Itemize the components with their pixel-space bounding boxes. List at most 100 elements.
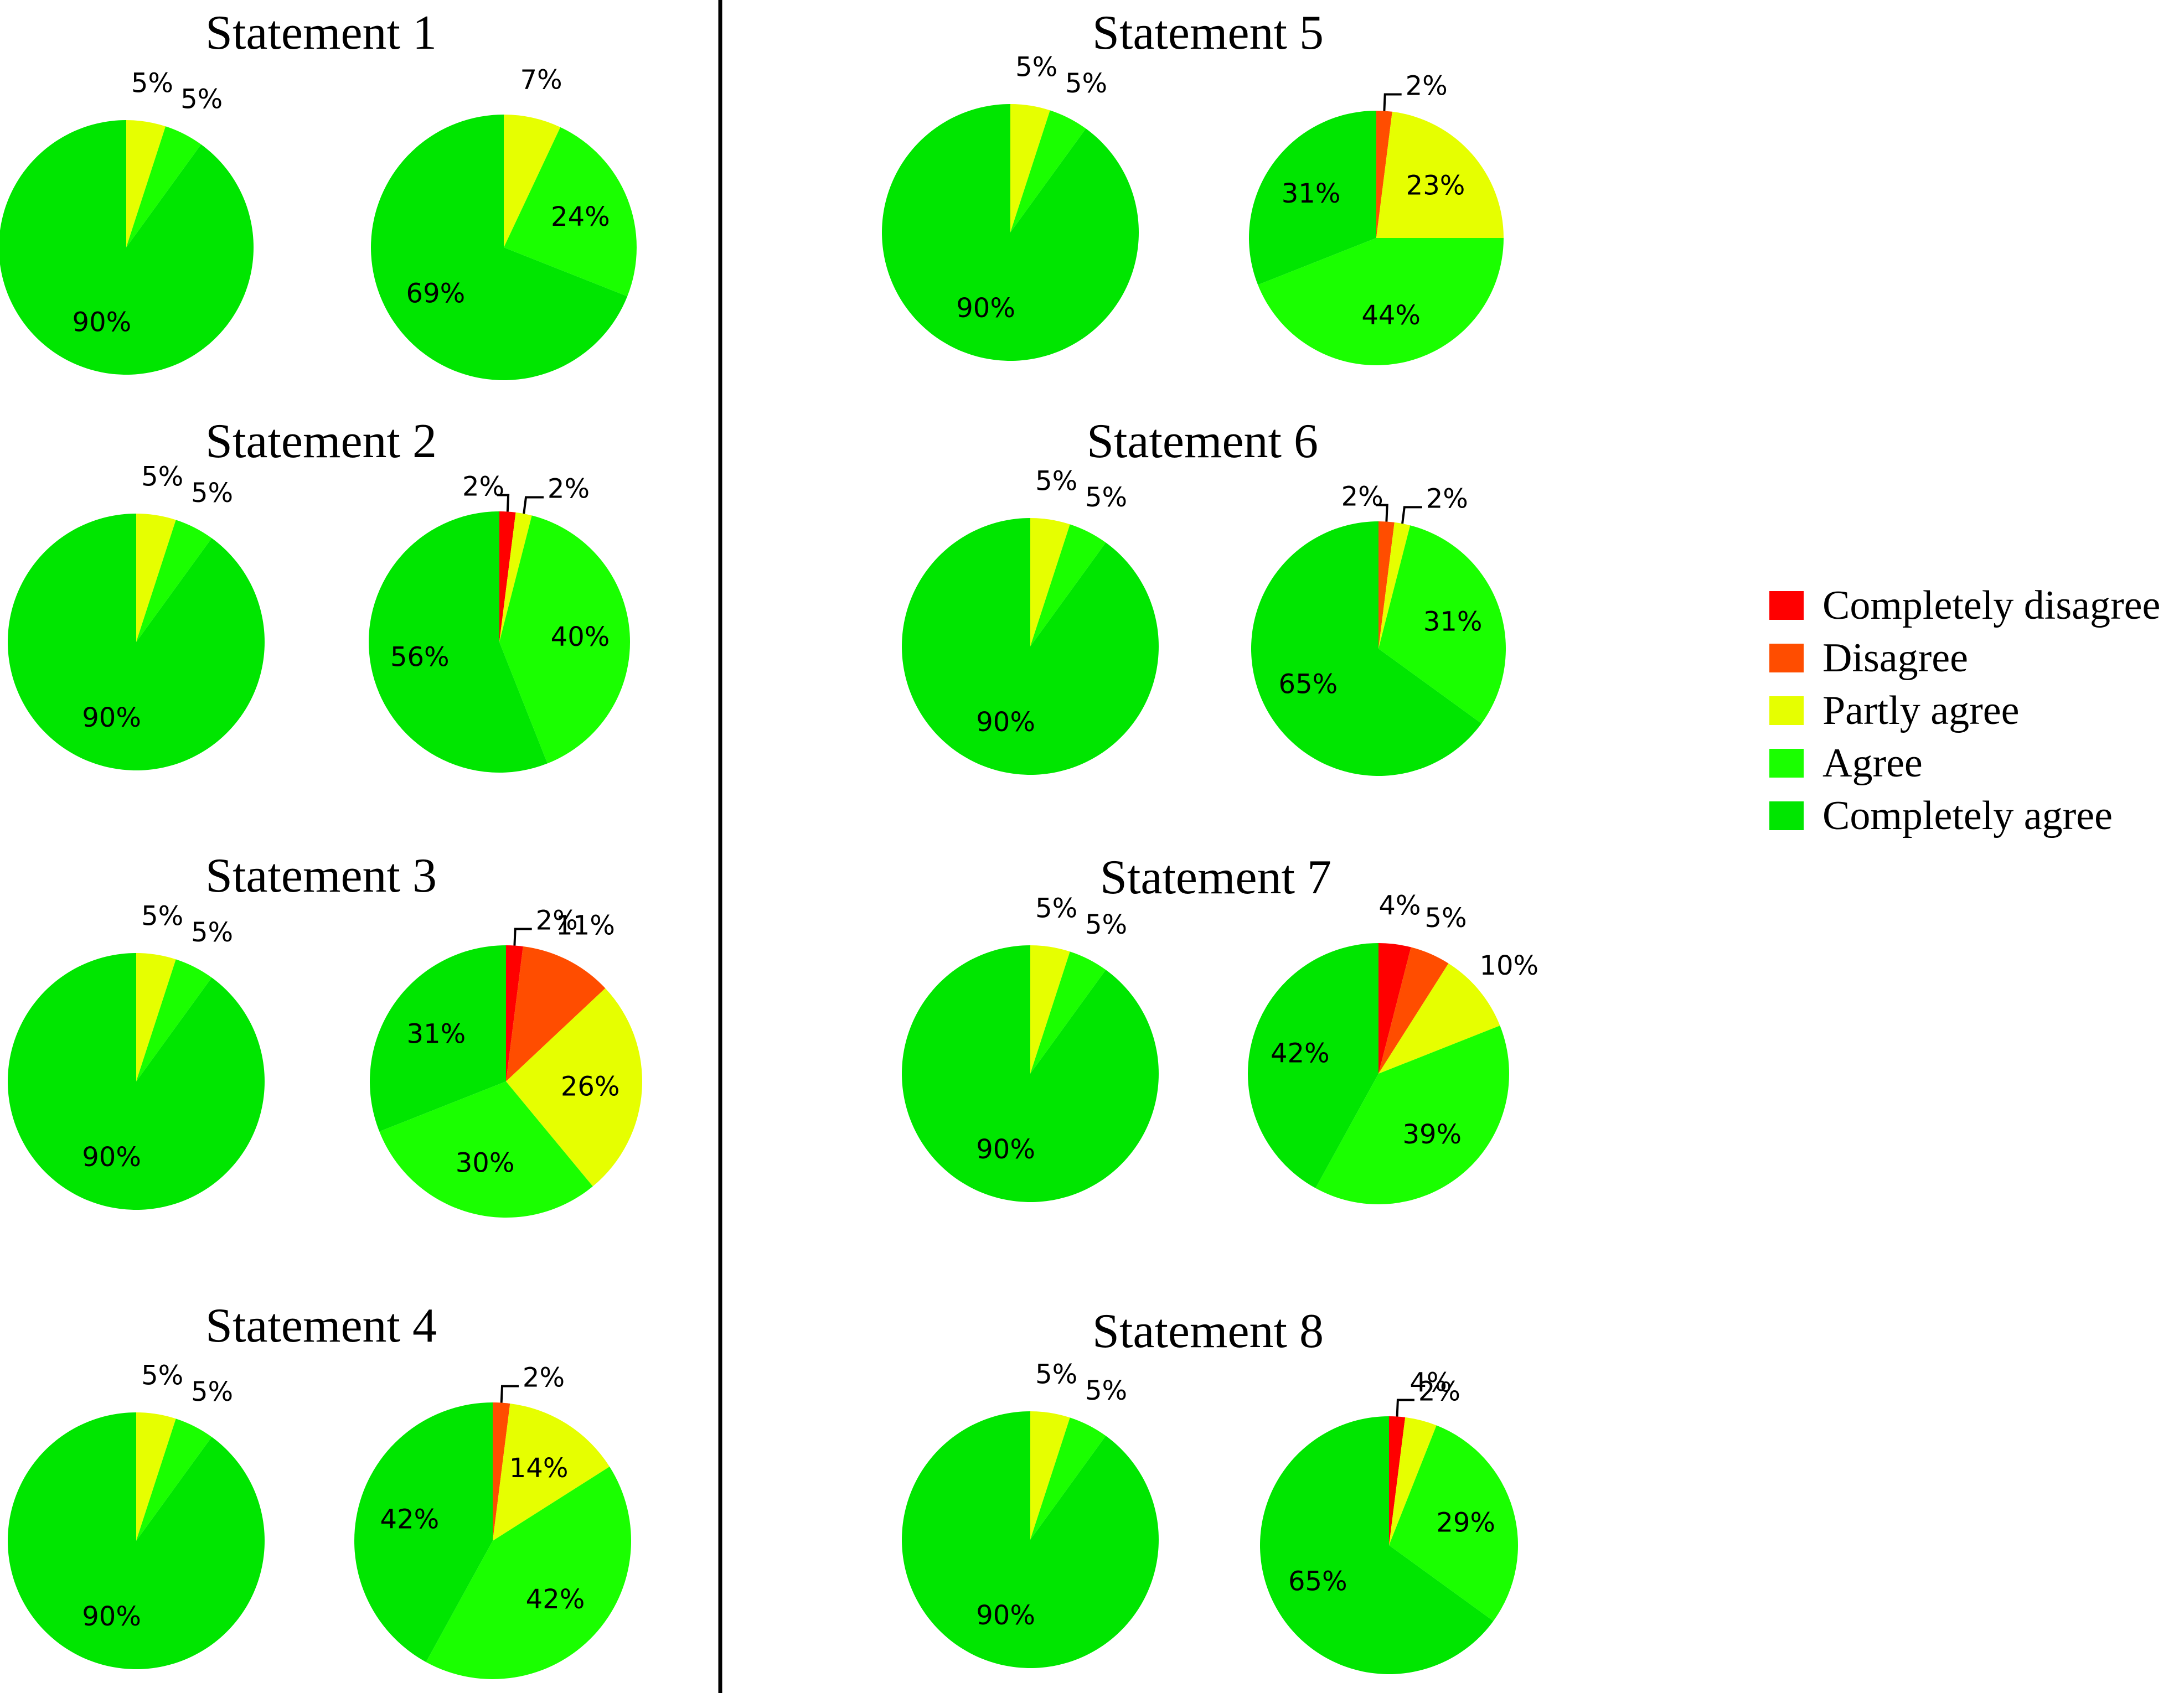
legend-item-agree: Agree (1769, 741, 1923, 786)
slice-label: 5% (1085, 1375, 1127, 1406)
slice-label: 42% (380, 1504, 440, 1535)
pie-slice-completely-agree (8, 1412, 265, 1670)
slice-label: 5% (141, 462, 183, 493)
slice-label: 11% (556, 910, 615, 941)
slice-label: 10% (1479, 950, 1538, 981)
pie-slice-completely-agree (882, 104, 1139, 361)
statement-3: Statement 3 5% 5% 90% 2%11% 26% 30% 31% (8, 849, 643, 1218)
pie-1: 5%5%90% (0, 68, 254, 375)
pie-slice-disagree (1378, 521, 1395, 649)
statement-title: Statement 5 (1092, 6, 1324, 60)
pie-slice-partly-agree (136, 953, 176, 1081)
leader-line (523, 496, 544, 514)
pie-1: 5%5%90% (882, 52, 1139, 361)
slice-label: 90% (82, 1142, 141, 1173)
slice-label: 39% (1402, 1119, 1462, 1150)
leader-line (497, 494, 510, 512)
slice-label: 5% (1035, 1359, 1077, 1390)
pie-slice-completely-agree (902, 517, 1159, 775)
pie-slice-completely-agree (1251, 521, 1482, 776)
pie-slice-agree (379, 1081, 593, 1218)
pie-1: 5%5%90% (902, 466, 1159, 775)
pie-slice-agree (1389, 1425, 1518, 1621)
statement-2: Statement 2 5% 5% 90% 2% 2% 40% 56% (8, 415, 631, 773)
slice-label: 5% (1015, 52, 1057, 83)
statement-7: Statement 75%5%90%4% 5%10%39%42% (902, 851, 1538, 1205)
legend-item-completely-disagree: Completely disagree (1769, 583, 2160, 628)
slice-label: 42% (526, 1584, 585, 1615)
slice-label: 29% (1436, 1508, 1495, 1539)
leader-line (1376, 504, 1388, 522)
slice-label: 65% (1288, 1566, 1347, 1597)
slice-label: 2% (1341, 482, 1383, 512)
pie-slice-completely-agree (1248, 111, 1376, 285)
statement-title: Statement 4 (205, 1299, 437, 1353)
pie-slice-agree (136, 1418, 212, 1541)
pie-slice-completely-agree (0, 120, 254, 375)
pie-2: 4% 5% 10% 39% 42% (1248, 890, 1538, 1205)
slice-label: 23% (1406, 170, 1465, 201)
pie-slice-partly-agree (1389, 1417, 1437, 1545)
slice-label: 5% (180, 84, 223, 115)
pie-slice-agree (499, 515, 631, 764)
legend-swatch (1769, 696, 1804, 725)
legend-swatch (1769, 591, 1804, 620)
legend-swatch (1769, 644, 1804, 672)
legend-item-disagree: Disagree (1769, 635, 1968, 681)
leader-line (500, 1385, 519, 1403)
pie-slice-partly-agree (126, 120, 166, 247)
pie-1: 5%5%90% (902, 893, 1159, 1202)
slice-label: 2% (1406, 71, 1448, 102)
pie-slice-agree (1030, 1417, 1106, 1540)
statement-title: Statement 3 (205, 849, 437, 903)
slice-label: 5% (141, 1360, 183, 1391)
slice-label: 56% (390, 641, 450, 672)
statement-panels: Statement 15%5%90%7%24%69%Statement 25%5… (0, 6, 1538, 1680)
pie-slice-disagree (493, 1402, 510, 1541)
slice-label: 5% (131, 68, 173, 99)
pie-slice-completely-disagree (506, 945, 523, 1081)
slice-label: 2% (536, 905, 578, 936)
slice-label: 44% (1361, 300, 1421, 331)
pie-slice-completely-agree (354, 1402, 493, 1663)
pie-slice-agree (504, 127, 637, 297)
pie-2: 2% 2% 40% 56% (369, 472, 631, 773)
pie-slice-completely-agree (902, 945, 1159, 1202)
slice-label: 5% (191, 917, 233, 948)
leader-line (1383, 93, 1402, 111)
slice-label: 5% (191, 1376, 233, 1407)
legend-item-completely-agree: Completely agree (1769, 793, 2113, 838)
legend-item-partly-agree: Partly agree (1769, 688, 2019, 733)
legend-swatch (1769, 801, 1804, 830)
statement-1: Statement 1 5%5% 90% 7% 24% 69% (0, 6, 637, 380)
legend-swatch (1769, 749, 1804, 778)
pie-slice-partly-agree (1378, 963, 1500, 1074)
pie-slice-disagree (1376, 111, 1392, 238)
slice-label: 4% (1378, 890, 1421, 921)
leader-line (1396, 1399, 1414, 1417)
slice-label: 30% (456, 1148, 515, 1179)
pie-slice-partly-agree (1010, 104, 1050, 232)
slice-label: 24% (551, 201, 610, 232)
leader-line (1401, 506, 1422, 524)
slice-label: 2% (462, 472, 504, 503)
slice-label: 2% (1418, 1376, 1460, 1407)
pie-2: 7% 24% 69% (371, 65, 637, 380)
statement-title: Statement 7 (1100, 851, 1331, 904)
slice-label: 90% (976, 1134, 1035, 1165)
slice-label: 5% (1085, 482, 1127, 513)
slice-label: 90% (82, 1601, 141, 1632)
pie-2: 2%11% 26% 30% 31% (369, 905, 643, 1218)
statement-8: Statement 8 5% 5% 90% 2%4% 29% 65% (902, 1304, 1518, 1674)
pie-slice-agree (1030, 951, 1106, 1074)
slice-label: 31% (407, 1018, 466, 1049)
legend: Completely disagree Disagree Partly agree A… (1769, 583, 2160, 838)
legend-label: Completely disagree (1822, 583, 2160, 628)
pie-slice-agree (1010, 110, 1086, 232)
slice-label: 90% (956, 293, 1015, 324)
leader-line (513, 928, 532, 946)
slice-label: 26% (561, 1071, 620, 1102)
pie-slice-agree (1378, 525, 1506, 724)
slice-label: 7% (520, 65, 562, 96)
pie-slice-agree (1258, 238, 1504, 366)
